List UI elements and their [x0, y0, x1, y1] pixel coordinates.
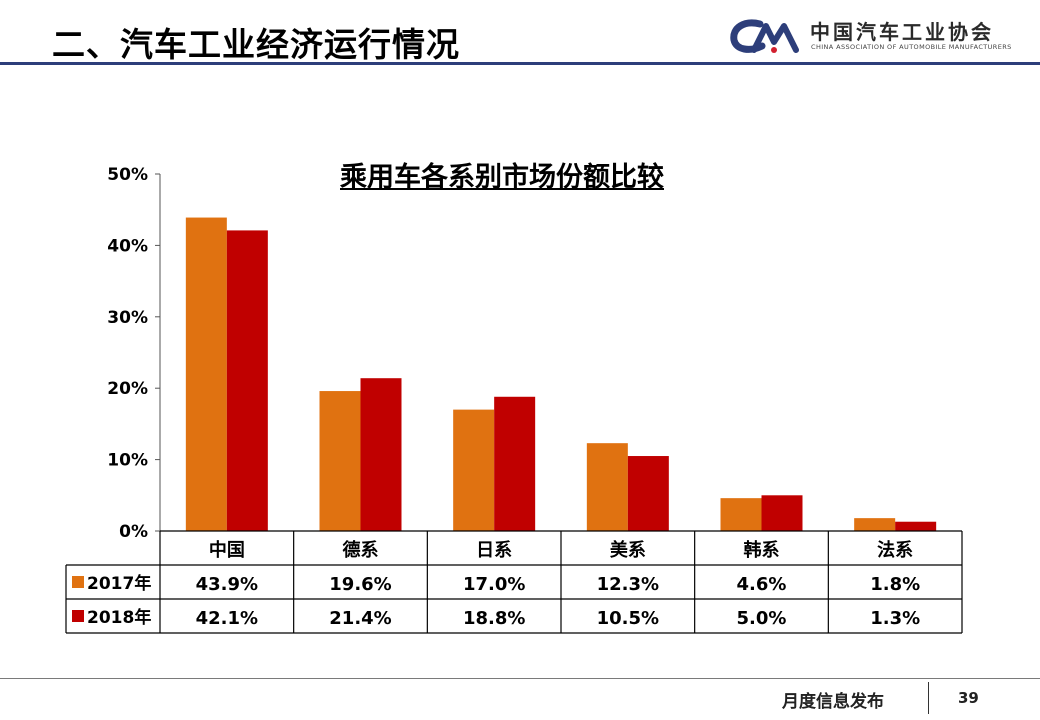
bar-series-1 — [586, 443, 628, 531]
x-category-label: 美系 — [610, 539, 646, 561]
data-label: 12.3% — [597, 574, 659, 595]
data-label: 43.9% — [196, 574, 258, 595]
y-tick-label: 20% — [107, 379, 148, 399]
footer-separator — [928, 682, 929, 714]
page-number: 39 — [958, 689, 979, 707]
y-tick-label: 0% — [119, 522, 148, 542]
x-category-label: 韩系 — [744, 539, 780, 561]
legend-label: 2018年 — [87, 607, 151, 628]
bar-series-2 — [627, 456, 669, 531]
data-label: 4.6% — [737, 574, 787, 595]
data-label: 1.3% — [870, 608, 920, 629]
data-label: 1.8% — [870, 574, 920, 595]
bar-series-1 — [319, 391, 361, 531]
bar-series-2 — [494, 396, 536, 531]
data-label: 10.5% — [597, 608, 659, 629]
x-category-label: 德系 — [343, 539, 379, 561]
x-category-label: 法系 — [877, 539, 913, 561]
data-label: 21.4% — [329, 608, 391, 629]
bar-series-1 — [453, 409, 495, 531]
data-label: 5.0% — [737, 608, 787, 629]
bar-series-1 — [854, 518, 896, 531]
y-tick-label: 30% — [107, 308, 148, 328]
x-category-label: 中国 — [209, 539, 245, 561]
footer-rule — [0, 678, 1040, 679]
data-label: 19.6% — [329, 574, 391, 595]
chart-title: 乘用车各系别市场份额比较 — [340, 162, 664, 193]
legend-swatch — [72, 610, 84, 622]
y-tick-label: 10% — [107, 451, 148, 471]
bar-series-2 — [895, 521, 937, 531]
bar-series-1 — [185, 217, 227, 531]
logo-name-en: CHINA ASSOCIATION OF AUTOMOBILE MANUFACT… — [811, 43, 1012, 51]
page-title: 二、汽车工业经济运行情况 — [52, 25, 460, 64]
bar-series-2 — [226, 230, 268, 531]
cam-logo-icon — [730, 19, 799, 53]
bar-series-1 — [720, 498, 762, 531]
footer-text: 月度信息发布 — [782, 692, 884, 712]
data-label: 17.0% — [463, 574, 525, 595]
bar-series-2 — [360, 378, 402, 531]
bar-series-2 — [761, 495, 803, 531]
logo-name-cn: 中国汽车工业协会 — [810, 20, 994, 44]
association-logo: 中国汽车工业协会 CHINA ASSOCIATION OF AUTOMOBILE… — [730, 14, 1020, 58]
data-label: 18.8% — [463, 608, 525, 629]
y-tick-label: 40% — [107, 236, 148, 256]
data-label: 42.1% — [196, 608, 258, 629]
x-category-label: 日系 — [476, 540, 512, 561]
legend-label: 2017年 — [87, 573, 151, 594]
header-rule — [0, 62, 1040, 65]
legend-swatch — [72, 576, 84, 588]
y-tick-label: 50% — [107, 165, 148, 185]
